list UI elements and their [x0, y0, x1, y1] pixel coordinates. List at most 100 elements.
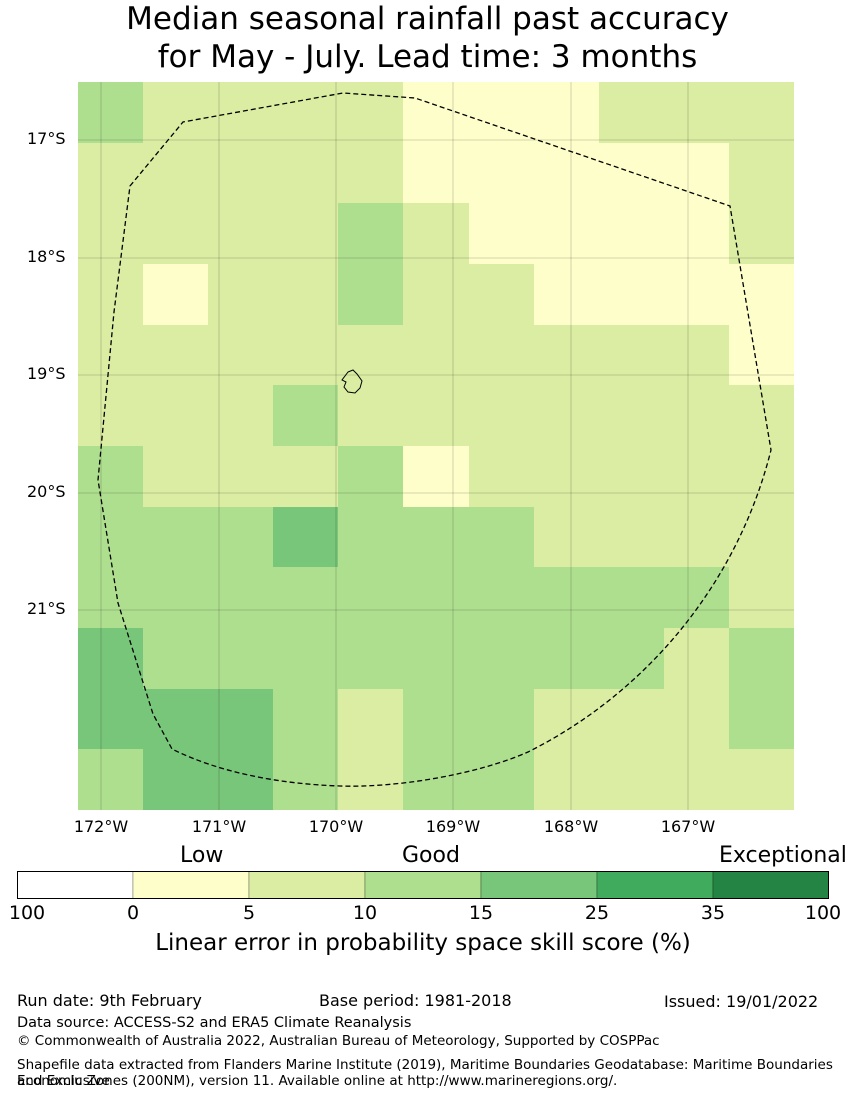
grid-cell-r0-c7 — [534, 82, 600, 144]
grid-cell-r6-c5 — [403, 446, 470, 508]
graticule — [78, 82, 794, 810]
lat-label-17s: 17°S — [27, 129, 66, 148]
grid-cell-r3-c2 — [208, 264, 274, 326]
grid-cell-r10-c0 — [78, 689, 144, 750]
grid-cell-r4-c7 — [534, 325, 600, 386]
grid-cell-r11-c4 — [338, 749, 404, 810]
grid-cell-r10-c8 — [599, 689, 665, 750]
grid-cell-r5-c5 — [403, 385, 470, 447]
map-title: Median seasonal rainfall past accuracy f… — [0, 0, 855, 76]
grid-cell-r8-c4 — [338, 567, 404, 629]
grid-cell-r10-c10 — [729, 689, 794, 750]
colorbar-segment-4 — [480, 871, 598, 899]
lon-label-167w: 167°W — [660, 817, 716, 836]
grid-cell-r4-c9 — [664, 325, 730, 386]
colorbar-tick-3: 10 — [352, 902, 378, 924]
colorbar-tick-2: 5 — [242, 902, 256, 924]
colorbar-segment-1 — [132, 871, 250, 899]
grid-cell-r1-c4 — [338, 143, 404, 204]
grid-cell-r8-c6 — [469, 567, 535, 629]
issued-date: Issued: 19/01/2022 — [664, 992, 819, 1011]
grid-cell-r7-c8 — [599, 507, 665, 568]
colorbar-tick-0: 100 — [8, 902, 46, 924]
grid-cell-r1-c5 — [403, 143, 470, 204]
grid-cell-r1-c0 — [78, 143, 144, 204]
lon-label-172w: 172°W — [73, 817, 129, 836]
colorbar-segment-5 — [596, 871, 714, 899]
grid-cell-r2-c3 — [273, 203, 339, 265]
grid-cell-r6-c4 — [338, 446, 404, 508]
grid-cell-r1-c1 — [143, 143, 209, 204]
grid-cell-r1-c8 — [599, 143, 665, 204]
grid-cell-r7-c4 — [338, 507, 404, 568]
colorbar-segments — [17, 871, 829, 899]
grid-cell-r10-c3 — [273, 689, 339, 750]
grid-cell-r0-c2 — [208, 82, 274, 144]
grid-cell-r6-c9 — [664, 446, 730, 508]
grid-cell-r7-c7 — [534, 507, 600, 568]
grid-cell-r0-c3 — [273, 82, 339, 144]
grid-cell-r1-c6 — [469, 143, 535, 204]
grid-cell-r4-c2 — [208, 325, 274, 386]
category-good: Good — [402, 843, 460, 868]
grid-cell-r4-c3 — [273, 325, 339, 386]
grid-cell-r10-c1 — [143, 689, 209, 750]
data-source: Data source: ACCESS-S2 and ERA5 Climate … — [17, 1015, 412, 1031]
category-low: Low — [180, 843, 224, 868]
colorbar-title: Linear error in probability space skill … — [155, 930, 691, 956]
colorbar — [17, 871, 829, 899]
grid-cell-r9-c10 — [729, 628, 794, 690]
grid-cell-r4-c1 — [143, 325, 209, 386]
grid-cell-r8-c3 — [273, 567, 339, 629]
grid-cell-r9-c0 — [78, 628, 144, 690]
grid-cell-r5-c7 — [534, 385, 600, 447]
grid-cell-r4-c8 — [599, 325, 665, 386]
grid-cell-r1-c9 — [664, 143, 730, 204]
grid-cell-r11-c7 — [534, 749, 600, 810]
grid-cell-r9-c8 — [599, 628, 665, 690]
grid-cell-r11-c8 — [599, 749, 665, 810]
grid-cell-r8-c10 — [729, 567, 794, 629]
grid-cell-r0-c8 — [599, 82, 665, 144]
grid-cell-r11-c2 — [208, 749, 274, 810]
lat-label-19s: 19°S — [27, 364, 66, 383]
colorbar-frame — [17, 871, 829, 899]
grid-cell-r9-c7 — [534, 628, 600, 690]
grid-cell-r7-c6 — [469, 507, 535, 568]
grid-cell-r8-c2 — [208, 567, 274, 629]
grid-cell-r2-c2 — [208, 203, 274, 265]
shapefile-credit-line-1: Shapefile data extracted from Flanders M… — [17, 1057, 833, 1089]
category-exceptional: Exceptional — [719, 843, 847, 868]
grid-cell-r5-c0 — [78, 385, 144, 447]
grid-cell-r5-c1 — [143, 385, 209, 447]
grid-cell-r0-c10 — [729, 82, 794, 144]
grid-cell-r11-c6 — [469, 749, 535, 810]
grid-cell-r9-c2 — [208, 628, 274, 690]
colorbar-tick-7: 100 — [804, 902, 842, 924]
grid-cell-r0-c1 — [143, 82, 209, 144]
grid-cell-r10-c5 — [403, 689, 470, 750]
niue-island-outline — [341, 369, 363, 394]
lat-label-21s: 21°S — [27, 599, 66, 618]
shapefile-credit-line-2: Economic Zones (200NM), version 11. Avai… — [17, 1073, 618, 1089]
grid-cell-r3-c1 — [143, 264, 209, 326]
grid-cell-r3-c9 — [664, 264, 730, 326]
grid-cell-r9-c4 — [338, 628, 404, 690]
grid-cell-r2-c5 — [403, 203, 470, 265]
grid-cell-r3-c3 — [273, 264, 339, 326]
grid-cell-r5-c8 — [599, 385, 665, 447]
grid-cell-r7-c1 — [143, 507, 209, 568]
grid-cell-r3-c7 — [534, 264, 600, 326]
grid-cell-r10-c6 — [469, 689, 535, 750]
grid-cell-r0-c0 — [78, 82, 144, 144]
grid-cell-r8-c0 — [78, 567, 144, 629]
grid-cell-r8-c7 — [534, 567, 600, 629]
grid-cell-r8-c5 — [403, 567, 470, 629]
grid-cell-r4-c4 — [338, 325, 404, 386]
run-date: Run date: 9th February — [17, 991, 202, 1010]
grid-cell-r7-c10 — [729, 507, 794, 568]
grid-cell-r0-c6 — [469, 82, 535, 144]
grid-cell-r4-c6 — [469, 325, 535, 386]
grid-cell-r6-c1 — [143, 446, 209, 508]
grid-cell-r2-c7 — [534, 203, 600, 265]
